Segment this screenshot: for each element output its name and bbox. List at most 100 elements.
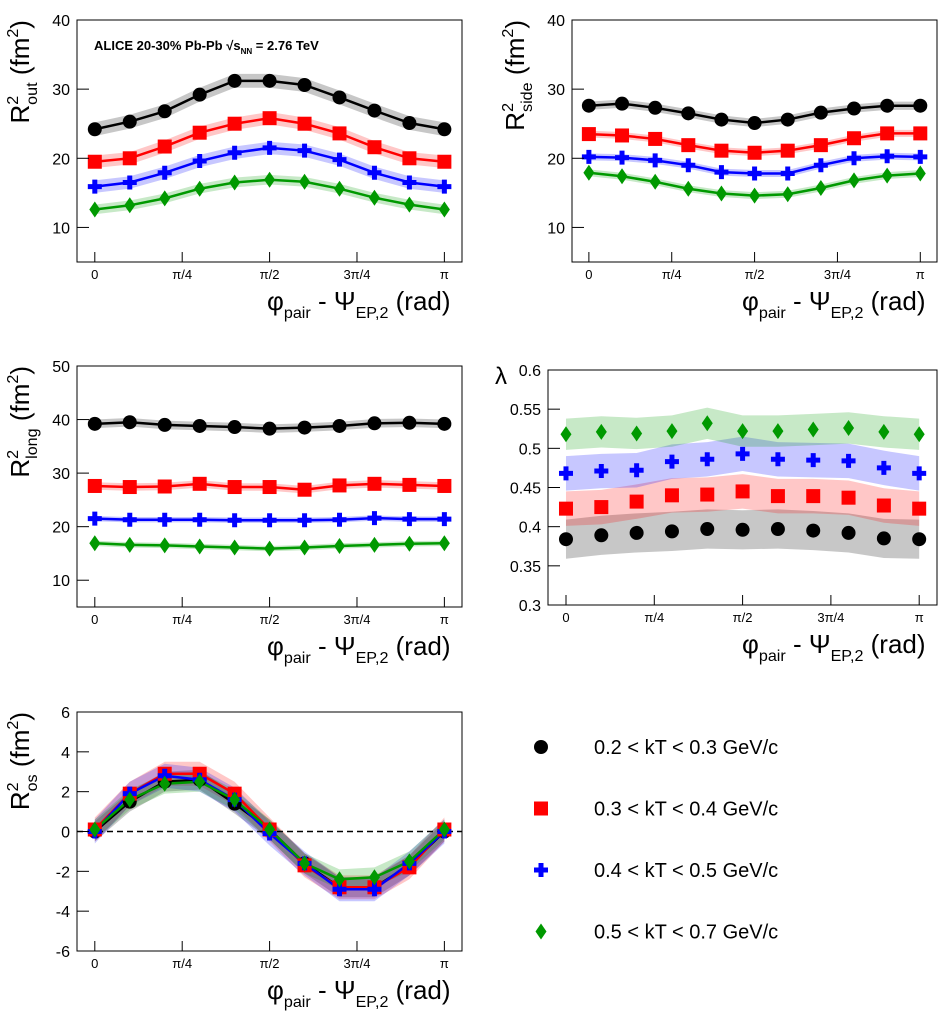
data-point bbox=[737, 423, 749, 440]
data-point bbox=[157, 139, 172, 154]
data-point bbox=[880, 126, 895, 141]
x-tick-label: 0 bbox=[91, 956, 98, 971]
label-part: ) bbox=[5, 712, 35, 721]
label-part: (rad) bbox=[388, 286, 450, 316]
y-tick-label: 0.45 bbox=[510, 481, 541, 498]
data-point bbox=[747, 145, 762, 160]
label-part: = 2.76 TeV bbox=[252, 38, 319, 53]
data-point bbox=[438, 201, 450, 218]
data-point bbox=[334, 180, 346, 197]
y-tick-label: 10 bbox=[52, 220, 70, 237]
label-part: 2 bbox=[4, 450, 22, 459]
x-tick-label: π bbox=[440, 612, 449, 627]
label-part: 2 bbox=[4, 29, 22, 38]
data-point bbox=[297, 482, 312, 497]
x-tick-label: 0 bbox=[91, 267, 98, 282]
data-point bbox=[807, 421, 819, 438]
data-point bbox=[87, 122, 102, 137]
data-point bbox=[629, 525, 644, 540]
y-tick-label: 0.4 bbox=[519, 520, 541, 537]
label-part: pair bbox=[284, 649, 311, 667]
data-point bbox=[780, 166, 795, 181]
data-point bbox=[297, 143, 312, 158]
data-point bbox=[843, 419, 855, 436]
data-point bbox=[332, 152, 347, 167]
data-point bbox=[913, 98, 928, 113]
data-point bbox=[806, 523, 821, 538]
label-part: (fm bbox=[500, 38, 530, 83]
x-tick-label: 3π/4 bbox=[343, 956, 370, 971]
label-part: 2 bbox=[4, 782, 22, 791]
legend-marker bbox=[535, 923, 547, 940]
label-part: 2 bbox=[4, 721, 22, 730]
y-tick-label: 10 bbox=[52, 573, 70, 590]
data-point bbox=[227, 480, 242, 495]
data-point bbox=[735, 484, 750, 499]
data-point bbox=[913, 426, 925, 443]
data-point bbox=[666, 423, 678, 440]
legend-marker bbox=[534, 863, 548, 877]
x-tick-label: π/4 bbox=[644, 610, 664, 625]
data-point bbox=[368, 536, 380, 553]
data-point bbox=[87, 478, 102, 493]
data-point bbox=[813, 138, 828, 153]
data-point bbox=[332, 90, 347, 105]
data-point bbox=[229, 791, 241, 808]
data-point bbox=[914, 165, 926, 182]
data-point bbox=[264, 171, 276, 188]
data-point bbox=[334, 871, 346, 888]
y-tick-label: -2 bbox=[56, 864, 70, 881]
data-point bbox=[880, 149, 895, 164]
y-tick-label: 2 bbox=[61, 785, 70, 802]
x-tick-label: π bbox=[440, 267, 449, 282]
x-tick-label: 0 bbox=[585, 267, 592, 282]
data-point bbox=[334, 537, 346, 554]
data-point bbox=[124, 791, 136, 808]
x-axis-label: φpair - ΨEP,2 (rad) bbox=[267, 631, 451, 667]
data-point bbox=[122, 175, 137, 190]
y-axis-label: R2side (fm2) bbox=[499, 20, 536, 131]
data-point bbox=[913, 126, 928, 141]
data-point bbox=[848, 172, 860, 189]
x-tick-label: 3π/4 bbox=[817, 610, 844, 625]
data-point bbox=[438, 535, 450, 552]
label-part: side bbox=[518, 82, 536, 112]
data-point bbox=[89, 201, 101, 218]
legend-label: 0.2 < kT < 0.3 GeV/c bbox=[594, 737, 778, 759]
data-point bbox=[367, 103, 382, 118]
x-tick-label: π/2 bbox=[733, 610, 753, 625]
data-point bbox=[262, 480, 277, 495]
data-point bbox=[735, 446, 750, 461]
y-tick-label: 0.5 bbox=[519, 441, 541, 458]
data-point bbox=[157, 165, 172, 180]
data-point bbox=[299, 173, 311, 190]
data-point bbox=[749, 187, 761, 204]
data-point bbox=[87, 179, 102, 194]
x-tick-label: π/4 bbox=[662, 267, 682, 282]
y-tick-label: 4 bbox=[61, 745, 70, 762]
data-point bbox=[847, 101, 862, 116]
data-point bbox=[876, 460, 891, 475]
data-point bbox=[681, 158, 696, 173]
data-point bbox=[124, 197, 136, 214]
data-point bbox=[701, 415, 713, 432]
label-part: 2 bbox=[499, 103, 517, 112]
label-part: EP,2 bbox=[356, 649, 389, 667]
x-tick-label: π/2 bbox=[260, 267, 280, 282]
data-point bbox=[648, 100, 663, 115]
data-point bbox=[192, 125, 207, 140]
data-point bbox=[403, 853, 415, 870]
label-part: ) bbox=[5, 366, 35, 375]
label-part: - Ψ bbox=[786, 629, 831, 659]
data-point bbox=[782, 186, 794, 203]
data-point bbox=[192, 476, 207, 491]
data-point bbox=[438, 821, 450, 838]
data-point bbox=[367, 511, 382, 526]
data-point bbox=[714, 143, 729, 158]
data-point bbox=[297, 420, 312, 435]
data-point bbox=[122, 151, 137, 166]
data-point bbox=[159, 190, 171, 207]
x-tick-label: 3π/4 bbox=[824, 267, 851, 282]
data-point bbox=[192, 87, 207, 102]
y-tick-label: 40 bbox=[52, 13, 70, 30]
